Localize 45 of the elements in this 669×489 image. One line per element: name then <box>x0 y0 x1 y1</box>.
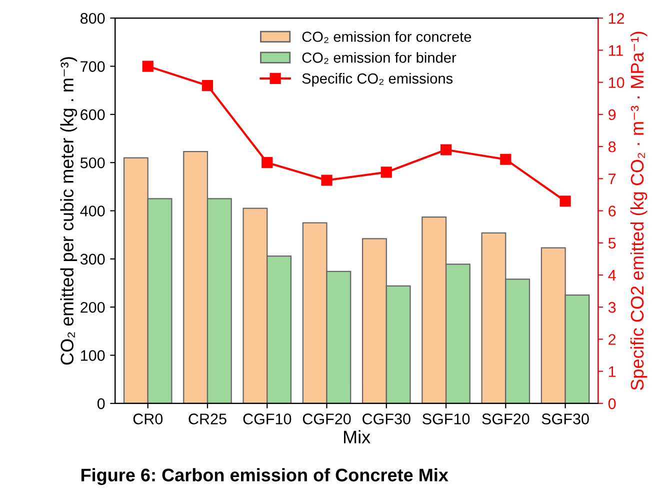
point <box>380 166 392 178</box>
x-tick-label: SGF10 <box>422 414 470 424</box>
legend-label: Specific CO₂ emissions <box>302 72 453 87</box>
point <box>262 157 273 168</box>
y-tick-label: 300 <box>80 254 105 265</box>
x-tick-label: CGF20 <box>302 414 351 424</box>
point <box>440 144 452 156</box>
y2-tick-label: 10 <box>608 77 624 88</box>
y2-tick-label: 4 <box>608 270 616 281</box>
y2-tick-label: 7 <box>608 174 616 184</box>
y2-axis-title: Specific CO2 emitted (kg CO₂ · m⁻³ · MPa⁻¹) <box>630 32 648 390</box>
y2-tick-label: 2 <box>608 334 616 345</box>
legend-label: CO₂ emission for binder <box>302 52 456 64</box>
x-tick-label: CGF30 <box>362 414 410 424</box>
y-tick-label: 600 <box>80 109 105 120</box>
y2-tick-label: 5 <box>608 238 616 249</box>
y2-tick-label: 12 <box>608 12 624 24</box>
x-tick-label: CR25 <box>188 414 226 424</box>
x-tick-label: CR0 <box>133 414 163 424</box>
x-tick-label: SGF30 <box>542 414 589 424</box>
point <box>142 60 154 72</box>
y2-tick-label: 11 <box>608 45 623 56</box>
legend-label: CO₂ emission for concrete <box>302 31 472 44</box>
y-tick-label: 700 <box>80 61 105 72</box>
y2-tick-label: 3 <box>608 302 616 313</box>
caption: Figure 6: Carbon emission of Concrete Mix <box>81 468 448 486</box>
x-tick-label: SGF20 <box>482 414 530 424</box>
y-tick-label: 400 <box>80 206 105 216</box>
y-tick-label: 100 <box>81 350 105 361</box>
point <box>560 196 571 207</box>
y2-tick-label: 9 <box>608 109 616 120</box>
y-axis-title: CO₂ emitted per cubic meter (kg . m⁻³) <box>60 57 78 365</box>
point <box>321 174 332 186</box>
point <box>202 80 214 92</box>
y2-tick-label: 8 <box>608 141 616 152</box>
y-tick-label: 800 <box>80 12 105 24</box>
y2-tick-label: 1 <box>608 366 616 377</box>
y2-tick-label: 6 <box>608 206 616 216</box>
x-tick-label: CGF10 <box>243 414 292 424</box>
y2-tick-label: 0 <box>608 398 616 410</box>
y-tick-label: 500 <box>80 157 105 168</box>
x-axis-title: Mix <box>344 430 370 444</box>
y-tick-label: 0 <box>97 398 105 410</box>
point <box>500 154 512 165</box>
y-tick-label: 200 <box>80 302 105 313</box>
